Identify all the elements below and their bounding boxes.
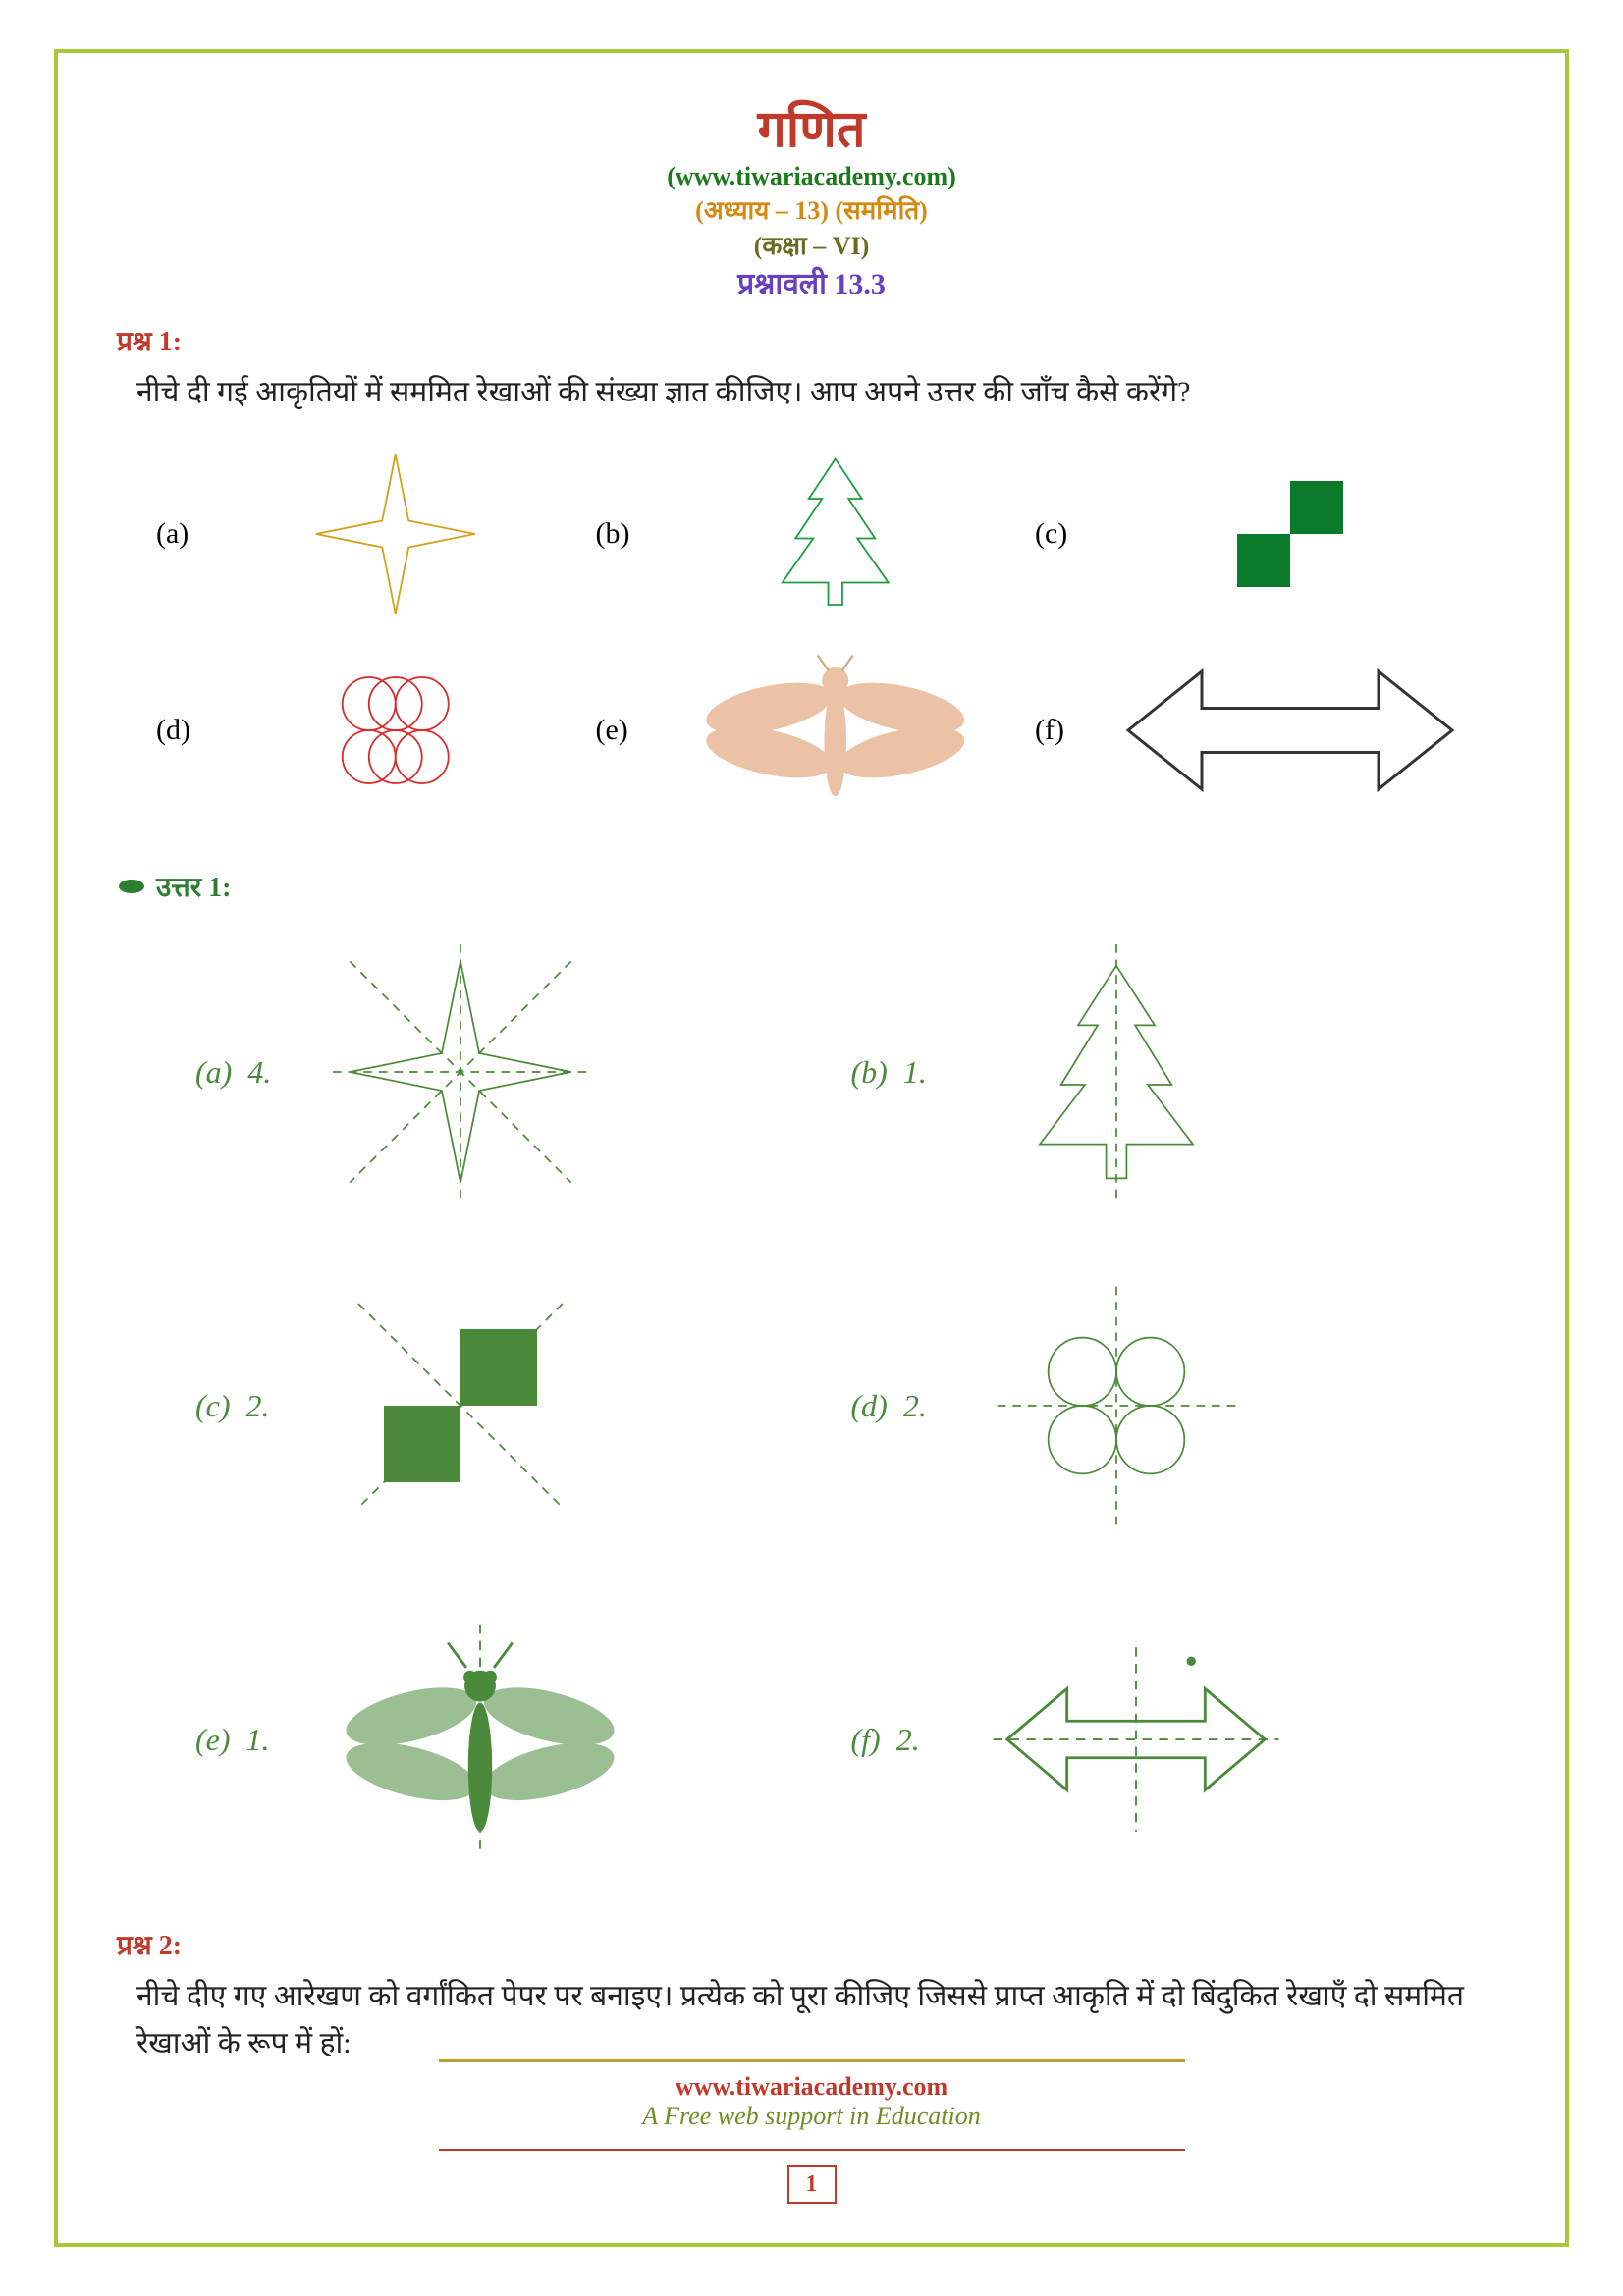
figure-e: (e) — [596, 642, 997, 819]
question-1-text: नीचे दी गई आकृतियों में सममित रेखाओं की … — [117, 369, 1506, 416]
footer-tagline: A Free web support in Education — [58, 2102, 1565, 2131]
star-icon — [235, 446, 557, 622]
figure-a: (a) — [156, 446, 557, 622]
title-class: (कक्षा – VI) — [117, 227, 1506, 262]
figure-e-label: (e) — [596, 714, 645, 747]
answer-star-icon — [333, 944, 588, 1200]
dragonfly-icon — [675, 642, 997, 819]
figure-b-label: (b) — [596, 517, 645, 551]
answer-1-label: उत्तर 1: — [117, 868, 1506, 905]
figure-d: (d) — [156, 642, 557, 819]
answer-e-label: (e) 1. — [195, 1722, 313, 1758]
answer-b-label: (b) 1. — [851, 1054, 969, 1091]
answer-c: (c) 2. — [195, 1258, 773, 1553]
figure-d-label: (d) — [156, 714, 205, 747]
answer-arrow-icon — [989, 1631, 1283, 1847]
figure-f: (f) — [1035, 642, 1467, 819]
figure-c: (c) — [1035, 446, 1467, 622]
figure-c-label: (c) — [1035, 517, 1084, 551]
answer-a-label: (a) 4. — [195, 1054, 313, 1091]
figure-b: (b) — [596, 446, 997, 622]
leaf-icon — [117, 877, 146, 896]
answer-a: (a) 4. — [195, 925, 773, 1219]
answer-f-label: (f) 2. — [851, 1722, 969, 1758]
answer-clover-icon — [989, 1278, 1244, 1533]
answer-squares-icon — [333, 1278, 588, 1533]
page-num-divider — [439, 2149, 1185, 2151]
title-website: (www.tiwariacademy.com) — [117, 162, 1506, 191]
answer-f: (f) 2. — [851, 1592, 1429, 1887]
figure-a-label: (a) — [156, 517, 205, 551]
figure-f-label: (f) — [1035, 714, 1084, 747]
answer-dragonfly-icon — [333, 1612, 627, 1867]
footer-link: www.tiwariacademy.com — [58, 2072, 1565, 2102]
question-1-label: प्रश्न 1: — [117, 322, 1506, 359]
answer-tree-icon — [989, 944, 1244, 1200]
squares-icon — [1113, 446, 1467, 622]
answer-d-label: (d) 2. — [851, 1388, 969, 1424]
question-2-label: प्रश्न 2: — [117, 1926, 1506, 1963]
title-subject: गणित — [117, 92, 1506, 162]
tree-icon — [675, 446, 997, 622]
footer-divider — [439, 2059, 1185, 2062]
page-footer: www.tiwariacademy.com A Free web support… — [58, 2059, 1565, 2204]
answer-e: (e) 1. — [195, 1592, 773, 1887]
answer-d: (d) 2. — [851, 1258, 1429, 1553]
answer-1-figures: (a) 4. (b) 1. — [117, 925, 1506, 1887]
answer-c-label: (c) 2. — [195, 1388, 313, 1424]
clover-icon — [235, 642, 557, 819]
question-2-text: नीचे दीए गए आरेखण को वर्गांकित पेपर पर ब… — [117, 1973, 1506, 2067]
question-1-figures: (a) (b) (c) (d) — [117, 446, 1506, 819]
page-number: 1 — [787, 2165, 837, 2204]
title-exercise: प्रश्नावली 13.3 — [117, 262, 1506, 302]
page-header: गणित (www.tiwariacademy.com) (अध्याय – 1… — [117, 92, 1506, 302]
double-arrow-icon — [1113, 642, 1467, 819]
page-border: गणित (www.tiwariacademy.com) (अध्याय – 1… — [54, 49, 1569, 2247]
title-chapter: (अध्याय – 13) (सममिति) — [117, 191, 1506, 227]
answer-1-label-text: उत्तर 1: — [156, 868, 231, 905]
answer-b: (b) 1. — [851, 925, 1429, 1219]
